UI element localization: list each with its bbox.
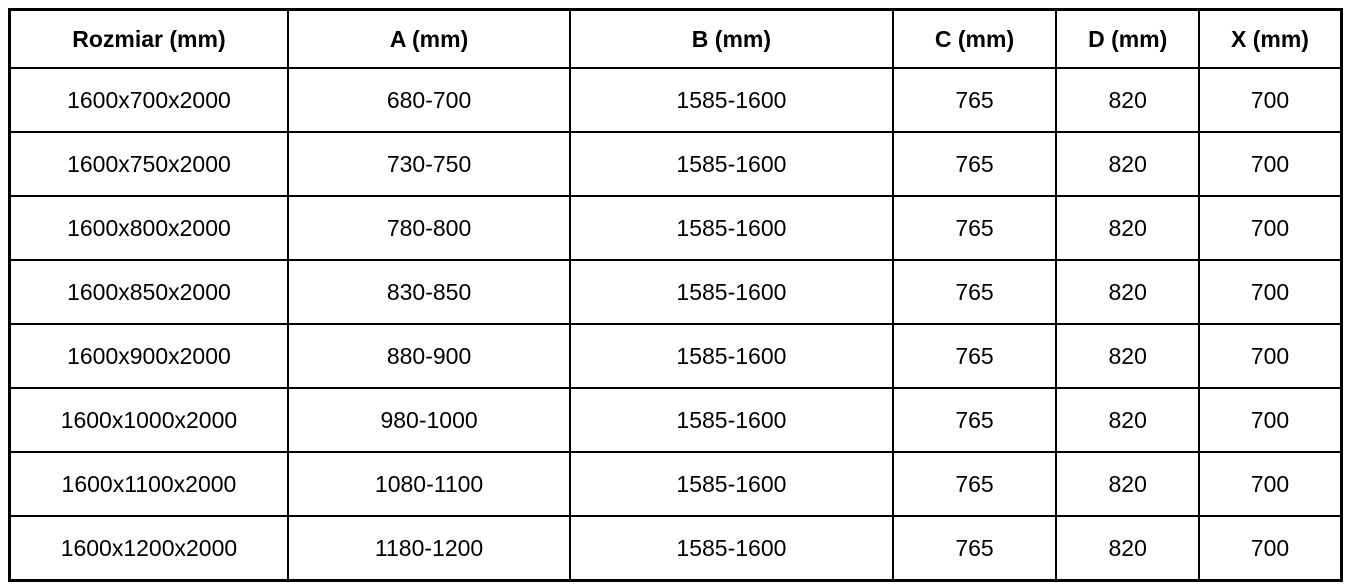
column-header: A (mm): [286, 8, 572, 69]
column-header: C (mm): [891, 8, 1058, 69]
table-cell: 780-800: [286, 195, 572, 261]
table-cell: 820: [1055, 259, 1200, 325]
table-cell: 830-850: [286, 259, 572, 325]
table-row: 1600x1100x2000 1080-1100 1585-1600 765 820 70…: [8, 451, 1343, 517]
table-row: 1600x700x2000 680-700 1585-1600 765 820 700: [8, 67, 1343, 133]
table-row: 1600x1000x2000 980-1000 1585-1600 765 820 700: [8, 387, 1343, 453]
table-row: 1600x850x2000 830-850 1585-1600 765 820 700: [8, 259, 1343, 325]
column-header: B (mm): [569, 8, 894, 69]
table-cell: 820: [1055, 195, 1200, 261]
table-cell: 1600x1200x2000: [8, 515, 289, 582]
table-cell: 980-1000: [286, 387, 572, 453]
size-spec-table: Rozmiar (mm) A (mm) B (mm) C (mm) D (mm) X (m…: [8, 8, 1343, 582]
table-cell: 700: [1197, 67, 1343, 133]
table-cell: 820: [1055, 67, 1200, 133]
table-cell: 820: [1055, 131, 1200, 197]
table-cell: 1600x750x2000: [8, 131, 289, 197]
table-row: 1600x750x2000 730-750 1585-1600 765 820 700: [8, 131, 1343, 197]
table-cell: 730-750: [286, 131, 572, 197]
table-cell: 765: [891, 451, 1058, 517]
table-cell: 765: [891, 323, 1058, 389]
header-row: Rozmiar (mm) A (mm) B (mm) C (mm) D (mm) X (m…: [8, 8, 1343, 69]
table-cell: 1585-1600: [569, 67, 894, 133]
table-cell: 680-700: [286, 67, 572, 133]
table-cell: 765: [891, 387, 1058, 453]
table-cell: 1585-1600: [569, 131, 894, 197]
table-cell: 765: [891, 515, 1058, 582]
table-cell: 700: [1197, 195, 1343, 261]
table-cell: 1585-1600: [569, 195, 894, 261]
table-row: 1600x800x2000 780-800 1585-1600 765 820 700: [8, 195, 1343, 261]
table-cell: 1180-1200: [286, 515, 572, 582]
table-cell: 765: [891, 67, 1058, 133]
table-cell: 765: [891, 195, 1058, 261]
table-cell: 820: [1055, 387, 1200, 453]
table-row: 1600x900x2000 880-900 1585-1600 765 820 700: [8, 323, 1343, 389]
table-cell: 880-900: [286, 323, 572, 389]
column-header: Rozmiar (mm): [8, 8, 289, 69]
column-header: D (mm): [1055, 8, 1200, 69]
table-cell: 1585-1600: [569, 259, 894, 325]
table-cell: 820: [1055, 451, 1200, 517]
table-cell: 700: [1197, 323, 1343, 389]
table-cell: 700: [1197, 515, 1343, 582]
table-cell: 1600x800x2000: [8, 195, 289, 261]
table-cell: 700: [1197, 259, 1343, 325]
table-cell: 1600x1000x2000: [8, 387, 289, 453]
table-cell: 1585-1600: [569, 515, 894, 582]
table-cell: 820: [1055, 323, 1200, 389]
table-cell: 1585-1600: [569, 451, 894, 517]
table-cell: 1600x1100x2000: [8, 451, 289, 517]
table-cell: 820: [1055, 515, 1200, 582]
table-cell: 700: [1197, 131, 1343, 197]
table-body: 1600x700x2000 680-700 1585-1600 765 820 700 16…: [8, 67, 1343, 582]
table-cell: 1600x700x2000: [8, 67, 289, 133]
table-cell: 700: [1197, 387, 1343, 453]
table-cell: 1585-1600: [569, 387, 894, 453]
table-cell: 1600x850x2000: [8, 259, 289, 325]
table-cell: 1080-1100: [286, 451, 572, 517]
table-cell: 765: [891, 259, 1058, 325]
table-cell: 700: [1197, 451, 1343, 517]
table-cell: 1600x900x2000: [8, 323, 289, 389]
table-cell: 1585-1600: [569, 323, 894, 389]
table-row: 1600x1200x2000 1180-1200 1585-1600 765 820 70…: [8, 515, 1343, 582]
column-header: X (mm): [1197, 8, 1343, 69]
table-cell: 765: [891, 131, 1058, 197]
